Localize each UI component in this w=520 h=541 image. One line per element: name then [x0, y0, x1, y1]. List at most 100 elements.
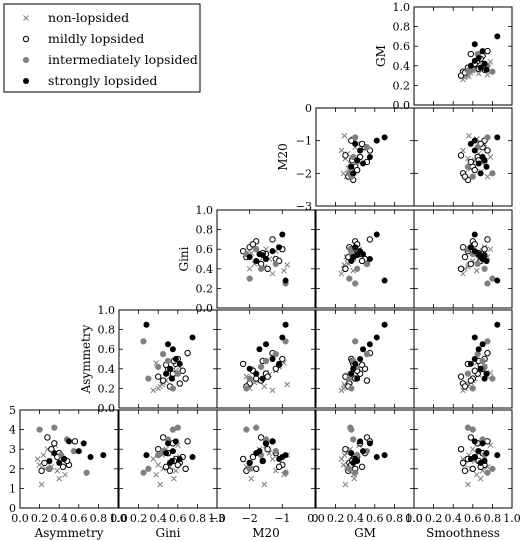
x-tick-label: 0.4: [444, 512, 462, 525]
intermediately-lopsided-marker: [83, 469, 90, 476]
mildly-lopsided-marker: [459, 459, 467, 467]
non-lopsided-marker: [487, 246, 494, 253]
intermediately-lopsided-marker: [272, 350, 279, 358]
x-tick-label: 0.6: [169, 512, 187, 525]
intermediately-lopsided-marker: [257, 363, 265, 370]
intermediately-lopsided-marker: [484, 134, 491, 141]
non-lopsided-marker: [469, 446, 476, 453]
intermediately-lopsided-marker: [464, 67, 472, 74]
non-lopsided-marker: [34, 456, 41, 462]
x-axis-label: GM: [354, 526, 376, 540]
legend-frame: [3, 3, 201, 93]
panel-frame: [413, 309, 513, 409]
non-lopsided-marker: [487, 154, 494, 160]
x-tick-label: 0.4: [149, 512, 167, 525]
non-lopsided-marker: [484, 173, 491, 180]
strongly-lopsided-marker: [350, 170, 357, 177]
y-tick-label: 0: [9, 502, 16, 515]
mildly-lopsided-marker: [239, 455, 247, 463]
panel-conc-vs-gm: 0.0 0.2 0.4 0.6 0.8 1.0GM: [307, 409, 423, 540]
non-lopsided-marker: [62, 471, 68, 478]
non-lopsided-marker: [338, 147, 345, 154]
y-tick-label: 0.8: [393, 21, 411, 34]
intermediately-lopsided-marker: [469, 385, 476, 392]
x-axis-label: Smoothness: [426, 526, 500, 540]
mildly-lopsided-marker: [353, 166, 361, 174]
mildly-lopsided-marker: [366, 236, 374, 243]
mildly-lopsided-marker: [457, 373, 465, 380]
mildly-lopsided-marker: [166, 467, 174, 474]
intermediately-lopsided-marker: [352, 134, 359, 141]
mildly-lopsided-marker: [363, 377, 371, 384]
x-tick-label: 0: [312, 512, 319, 525]
x-tick-label: 0.6: [70, 512, 88, 525]
strongly-lopsided-marker: [276, 456, 283, 462]
strongly-lopsided-marker: [253, 450, 260, 457]
non-lopsided-marker: [56, 475, 63, 482]
strongly-lopsided-marker: [246, 459, 253, 466]
strongly-lopsided-marker: [366, 154, 373, 160]
intermediately-lopsided-marker: [243, 426, 250, 433]
strongly-lopsided-marker: [354, 157, 361, 164]
strongly-lopsided-marker: [348, 450, 355, 457]
mildly-lopsided-marker: [272, 365, 279, 372]
strongly-lopsided-marker: [166, 365, 173, 372]
strongly-lopsided-marker: [269, 438, 276, 445]
panel-frame: [315, 107, 415, 207]
mildly-lopsided-marker: [484, 236, 491, 243]
intermediately-lopsided-marker: [282, 338, 289, 345]
strongly-lopsided-marker: [481, 375, 488, 382]
intermediately-lopsided-marker: [489, 170, 496, 177]
strongly-lopsided-marker: [169, 448, 176, 455]
intermediately-lopsided-marker: [352, 338, 359, 345]
strongly-lopsided-marker: [269, 248, 276, 255]
y-tick-label: 0.0: [196, 302, 214, 315]
y-tick-label: 0.6: [98, 343, 116, 356]
intermediately-lopsided-marker: [140, 469, 147, 476]
intermediately-lopsided-marker: [346, 465, 353, 472]
x-tick-label: 0.2: [327, 512, 345, 525]
panel-conc-vs-m20: −3 −2 −1 0 M20: [209, 409, 319, 540]
panel-frame: [216, 309, 316, 409]
non-lopsided-marker: [341, 452, 348, 458]
y-tick-label: 0.8: [98, 324, 116, 337]
strongly-lopsided-marker: [483, 66, 490, 73]
strongly-lopsided-marker: [477, 365, 484, 372]
non-lopsided-marker: [484, 71, 491, 78]
y-tick-label: 0.4: [98, 363, 116, 376]
mildly-lopsided-marker: [342, 152, 349, 159]
intermediately-lopsided-marker: [350, 436, 357, 443]
strongly-lopsided-marker: [483, 163, 490, 170]
non-lopsided-marker: [338, 456, 345, 462]
y-axis-label: GM: [374, 45, 388, 67]
strongly-lopsided-marker: [46, 457, 53, 464]
mildly-lopsided-marker: [159, 377, 167, 384]
y-tick-label: 0.6: [393, 40, 411, 53]
y-axis-label: Gini: [177, 246, 191, 271]
mildly-lopsided-marker: [461, 253, 469, 261]
panel-gini-vs-gm: [315, 209, 415, 309]
non-lopsided-marker: [38, 481, 45, 488]
intermediately-lopsided-marker: [243, 385, 250, 392]
x-tick-label: 0.0: [307, 512, 325, 525]
strongly-lopsided-marker: [348, 370, 355, 377]
panel-frame: [216, 409, 316, 509]
strongly-lopsided-marker: [357, 438, 364, 445]
non-lopsided-marker: [269, 387, 276, 394]
non-lopsided-marker: [340, 462, 347, 468]
mildly-lopsided-marker: [162, 463, 170, 471]
intermediately-lopsided-marker: [145, 375, 152, 382]
x-tick-label: −1: [274, 512, 290, 525]
strongly-lopsided-marker: [80, 440, 87, 447]
non-lopsided-marker: [473, 267, 480, 274]
intermediately-lopsided-marker: [257, 265, 265, 272]
mildly-lopsided-marker: [269, 236, 276, 243]
strongly-lopsided-marker: [354, 252, 361, 259]
y-tick-label: 0.2: [393, 79, 411, 92]
strongly-lopsided-marker: [471, 147, 478, 154]
strongly-lopsided-marker: [467, 456, 474, 462]
data-points: [457, 33, 501, 83]
mildly-lopsided-marker: [264, 446, 271, 453]
x-tick-label: 1.0: [405, 512, 423, 525]
strongly-lopsided-marker: [246, 365, 253, 372]
